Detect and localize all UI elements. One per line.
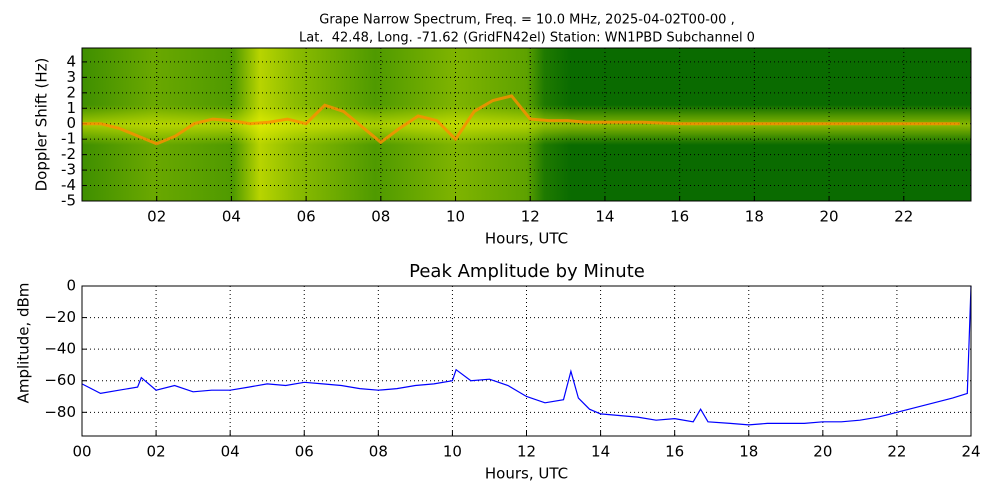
y-tick-label: 0 xyxy=(66,277,76,295)
y-tick-label: -5 xyxy=(61,192,76,210)
x-tick-label: 02 xyxy=(147,443,166,461)
y-tick-label: −40 xyxy=(44,340,76,358)
y-tick-label: -2 xyxy=(61,145,76,163)
x-tick-label: 02 xyxy=(147,208,166,226)
x-tick-label: 12 xyxy=(521,208,540,226)
y-tick-label: 0 xyxy=(66,114,76,132)
y-tick-label: 2 xyxy=(66,83,76,101)
y-tick-label: −80 xyxy=(44,403,76,421)
doppler-trace xyxy=(82,94,960,146)
chart-title: Grape Narrow Spectrum, Freq. = 10.0 MHz,… xyxy=(319,13,734,28)
y-tick-label: −60 xyxy=(44,371,76,389)
y-tick-label: 3 xyxy=(66,68,76,86)
x-tick-label: 08 xyxy=(371,208,390,226)
x-tick-label: 12 xyxy=(517,443,536,461)
y-tick-label: 4 xyxy=(66,52,76,70)
y-tick-label: -4 xyxy=(61,176,76,194)
chart-title: Peak Amplitude by Minute xyxy=(409,261,645,282)
chart-subtitle: Lat. 42.48, Long. -71.62 (GridFN42el) St… xyxy=(299,31,755,46)
x-tick-label: 10 xyxy=(446,208,465,226)
x-tick-label: 06 xyxy=(295,443,314,461)
x-tick-label: 06 xyxy=(297,208,316,226)
x-tick-label: 08 xyxy=(369,443,388,461)
x-tick-label: 20 xyxy=(813,443,832,461)
amplitude-line xyxy=(81,285,972,426)
plot-frame xyxy=(81,47,972,202)
x-tick-label: 04 xyxy=(221,443,240,461)
x-tick-label: 16 xyxy=(670,208,689,226)
x-tick-label: 22 xyxy=(894,208,913,226)
x-tick-label: 14 xyxy=(595,208,614,226)
x-tick-label: 20 xyxy=(820,208,839,226)
y-axis-label: Doppler Shift (Hz) xyxy=(33,58,51,192)
x-tick-label: 04 xyxy=(222,208,241,226)
y-tick-label: −20 xyxy=(44,308,76,326)
y-tick-label: -1 xyxy=(61,130,76,148)
x-axis-label: Hours, UTC xyxy=(485,465,568,483)
plot-frame xyxy=(81,285,972,437)
x-axis-label: Hours, UTC xyxy=(485,230,568,248)
y-axis-label: Amplitude, dBm xyxy=(15,283,33,404)
y-tick-label: -3 xyxy=(61,161,76,179)
x-tick-label: 24 xyxy=(961,443,980,461)
y-tick-label: 1 xyxy=(66,99,76,117)
x-tick-label: 18 xyxy=(745,208,764,226)
x-tick-label: 10 xyxy=(443,443,462,461)
x-tick-label: 14 xyxy=(591,443,610,461)
x-tick-label: 00 xyxy=(72,443,91,461)
x-tick-label: 22 xyxy=(887,443,906,461)
x-tick-label: 18 xyxy=(739,443,758,461)
x-tick-label: 16 xyxy=(665,443,684,461)
